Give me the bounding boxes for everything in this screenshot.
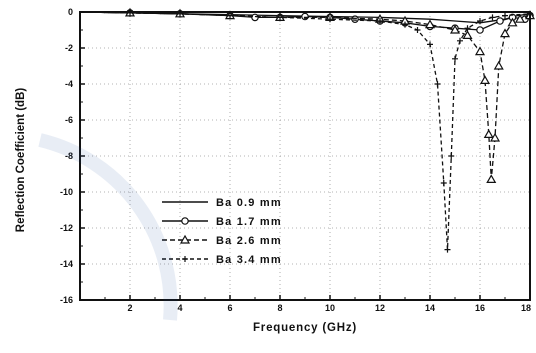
data-point-triangle xyxy=(514,13,526,23)
y-axis-label: Reflection Coefficient (dB) xyxy=(15,88,27,233)
data-point-triangle xyxy=(479,75,491,85)
data-point-triangle xyxy=(449,24,461,34)
series-line xyxy=(79,11,531,250)
data-point-triangle xyxy=(179,234,191,244)
data-point-circle xyxy=(251,13,259,22)
legend-item: Ba 3.4 mm xyxy=(162,254,282,266)
series-ba-34-mm xyxy=(79,9,533,253)
data-point-triangle xyxy=(424,19,436,29)
data-point-triangle xyxy=(507,17,518,27)
data-point-plus xyxy=(502,12,508,19)
x-axis-ticks: 2 4 6 8 10 12 14 16 18 xyxy=(104,295,531,313)
data-point-triangle xyxy=(483,129,494,138)
y-tick-label: -16 xyxy=(60,295,73,305)
x-tick-label: 14 xyxy=(425,303,435,313)
y-tick-label: -2 xyxy=(65,43,73,53)
data-point-plus xyxy=(448,153,455,159)
data-point-plus xyxy=(444,246,451,253)
grid-lines xyxy=(80,12,530,300)
data-point-plus xyxy=(489,14,496,21)
x-tick-label: 4 xyxy=(177,303,182,313)
data-point-plus xyxy=(327,16,333,23)
x-tick-label: 16 xyxy=(475,303,485,313)
data-point-circle xyxy=(181,217,189,225)
data-point-triangle xyxy=(486,174,497,183)
y-tick-label: -14 xyxy=(60,259,73,269)
legend-item: Ba 1.7 mm xyxy=(162,216,282,228)
data-point-triangle xyxy=(489,132,501,142)
data-point-plus xyxy=(414,27,421,33)
x-tick-label: 8 xyxy=(277,303,282,313)
y-tick-label: -10 xyxy=(60,187,73,197)
data-point-plus xyxy=(477,18,483,24)
data-point-circle xyxy=(351,15,359,24)
y-axis-ticks: 0 -2 -4 -6 -8 -10 -12 -14 -16 xyxy=(60,7,85,305)
x-tick-label: 2 xyxy=(127,303,132,313)
data-point-circle xyxy=(476,26,484,34)
x-tick-label: 6 xyxy=(227,303,232,313)
data-point-circle xyxy=(496,17,504,25)
legend: Ba 0.9 mm Ba 1.7 mm Ba 2.6 mm Ba 3.4 mm xyxy=(162,197,282,266)
y-tick-label: -6 xyxy=(65,115,73,125)
x-tick-label: 18 xyxy=(521,303,531,313)
data-point-plus xyxy=(452,55,458,62)
data-point-plus xyxy=(464,25,471,32)
data-point-plus xyxy=(434,81,441,87)
y-tick-label: -8 xyxy=(65,151,73,161)
data-point-plus xyxy=(182,256,188,262)
legend-label: Ba 0.9 mm xyxy=(216,197,282,209)
data-point-plus xyxy=(377,18,383,24)
legend-label: Ba 3.4 mm xyxy=(216,254,282,266)
data-point-plus xyxy=(402,21,408,28)
series-line xyxy=(79,11,531,180)
y-tick-label: -4 xyxy=(65,79,73,89)
data-point-plus xyxy=(427,41,433,48)
series-layer xyxy=(79,7,536,253)
legend-item: Ba 0.9 mm xyxy=(162,197,282,209)
legend-item: Ba 2.6 mm xyxy=(162,234,282,247)
x-axis-label: Frequency (GHz) xyxy=(253,322,357,334)
data-point-plus xyxy=(227,12,233,19)
legend-label: Ba 2.6 mm xyxy=(216,235,282,247)
data-point-triangle xyxy=(462,30,473,40)
y-tick-label: -12 xyxy=(60,223,73,233)
x-tick-label: 10 xyxy=(325,303,335,313)
y-tick-label: 0 xyxy=(68,7,73,17)
data-point-plus xyxy=(440,180,447,186)
data-point-plus xyxy=(457,37,463,44)
data-point-triangle xyxy=(474,46,486,56)
x-tick-label: 12 xyxy=(375,303,385,313)
data-point-triangle xyxy=(493,60,504,70)
data-point-plus xyxy=(277,14,283,21)
legend-label: Ba 1.7 mm xyxy=(216,216,282,228)
data-point-triangle xyxy=(499,28,511,38)
